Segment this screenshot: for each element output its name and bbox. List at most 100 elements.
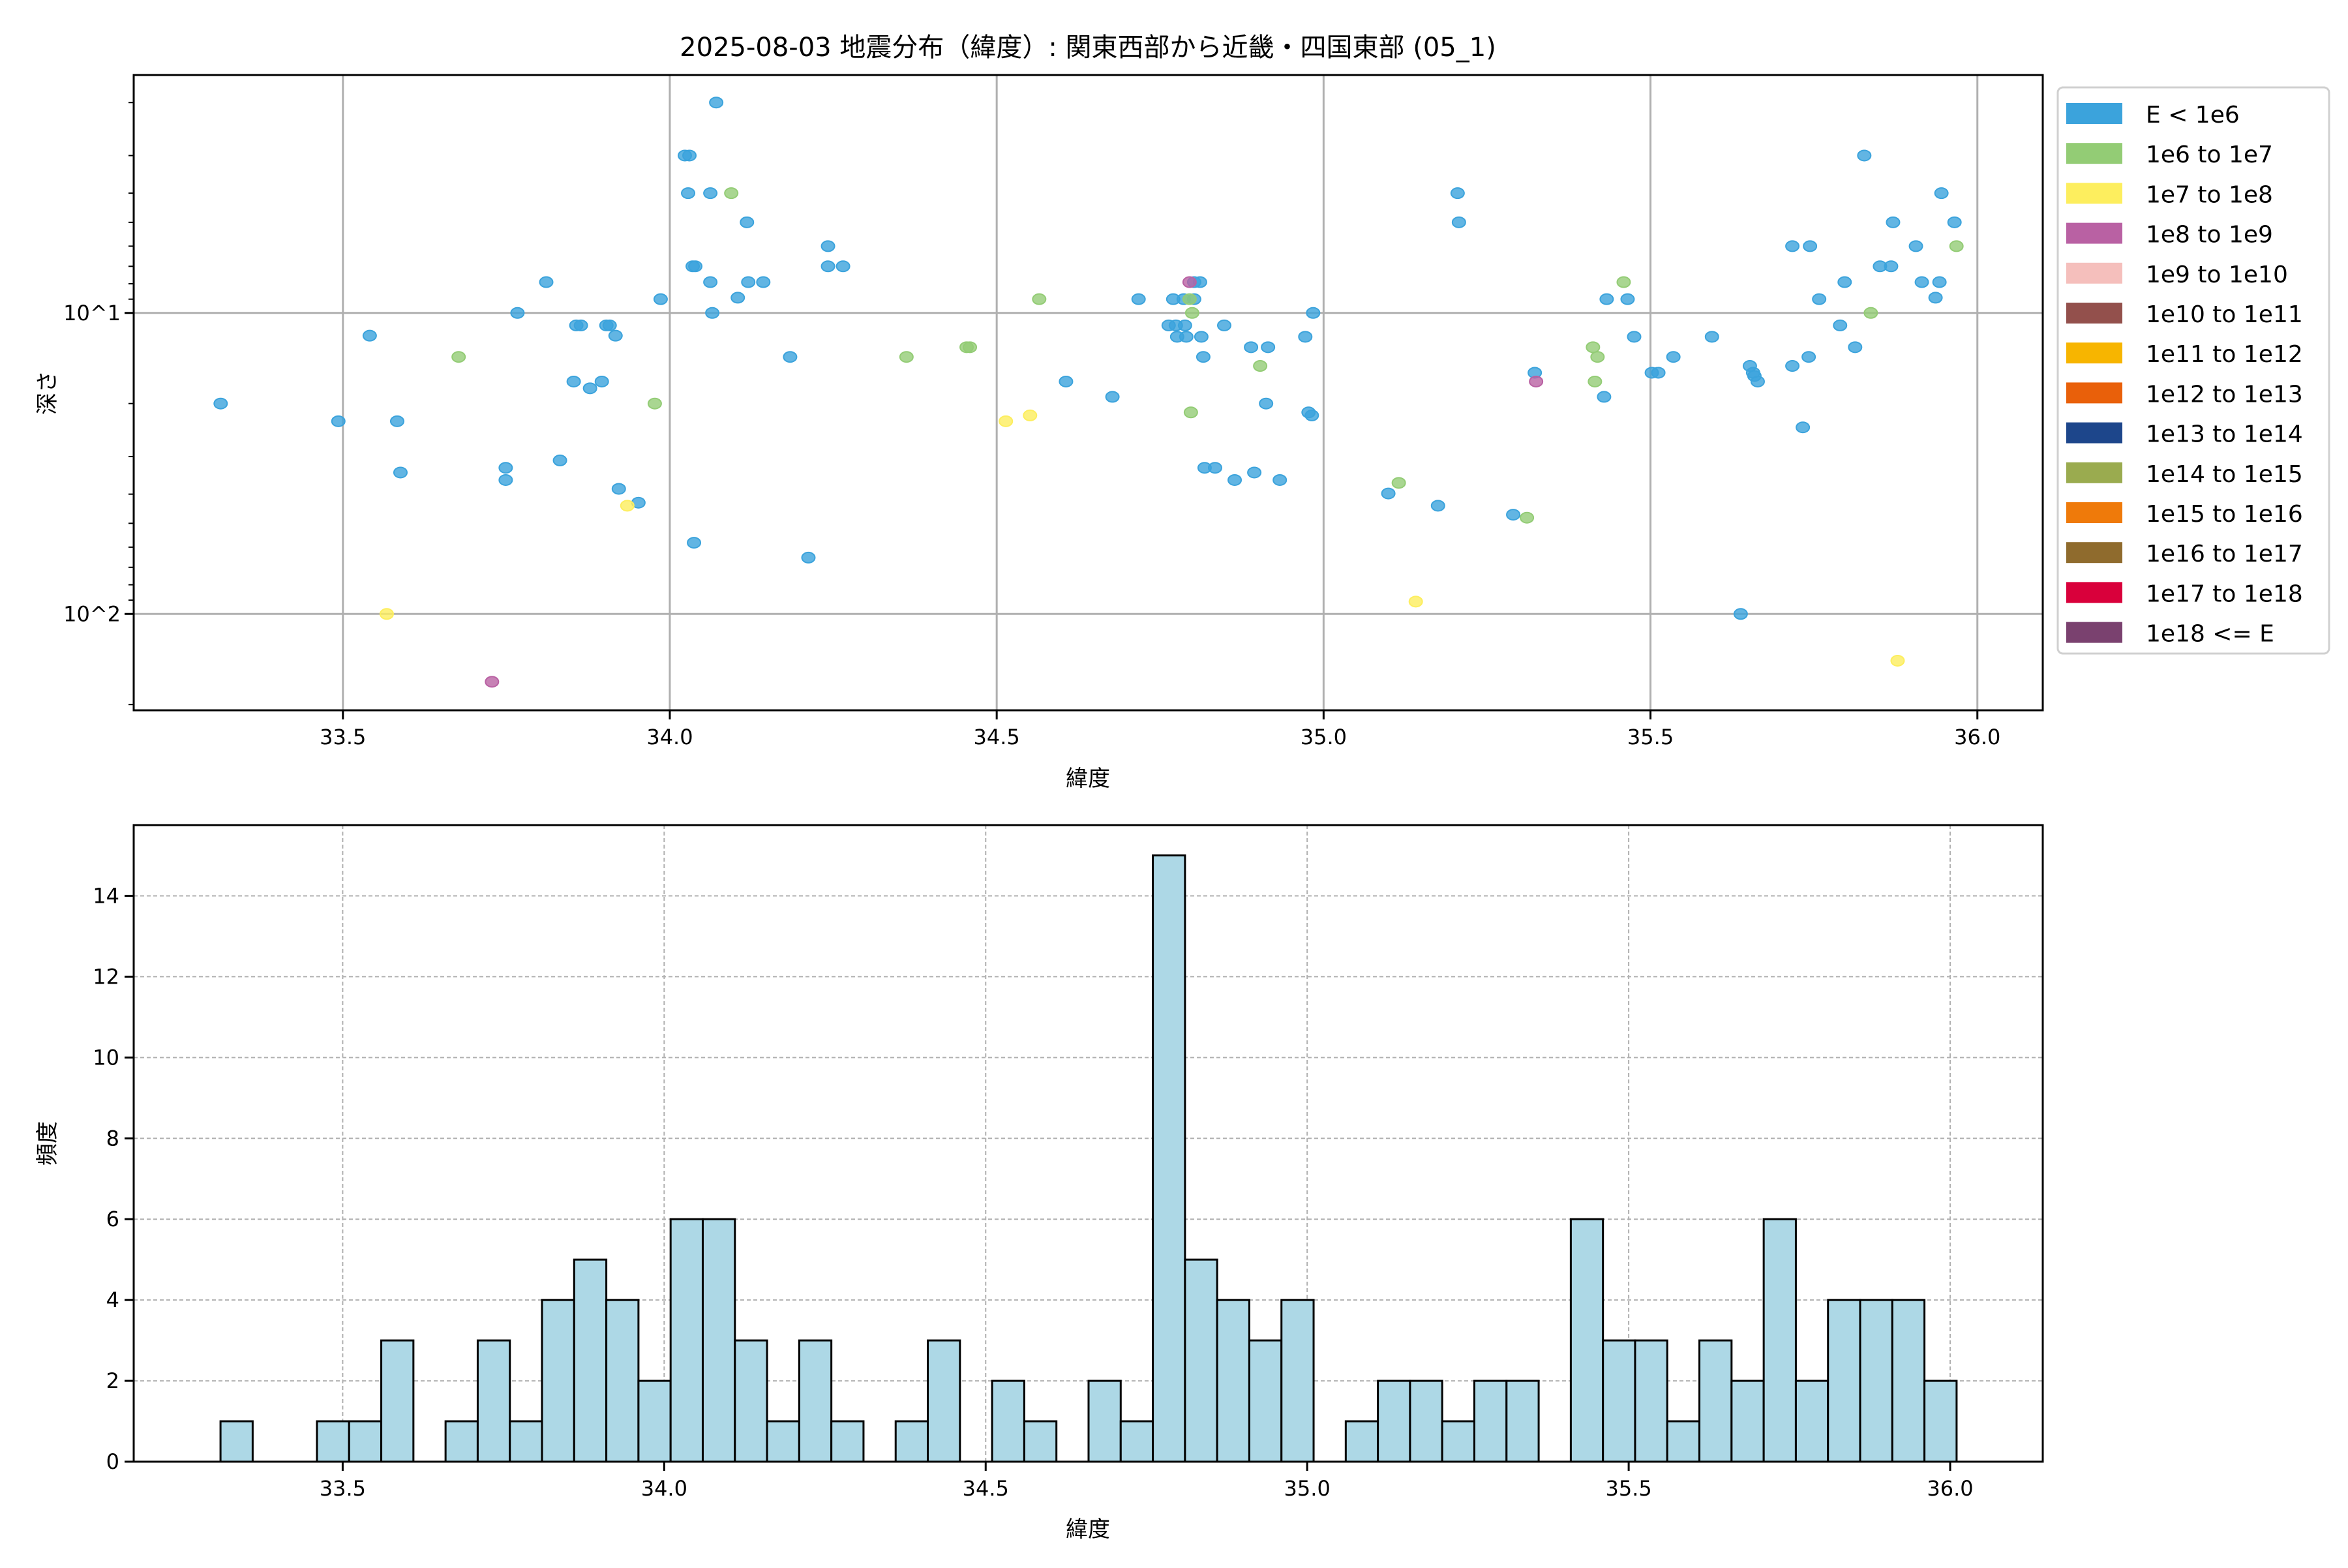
- scatter-point: [1430, 500, 1445, 512]
- scatter-point: [1848, 341, 1863, 354]
- scatter-point: [1227, 474, 1242, 486]
- legend-label: 1e6 to 1e7: [2146, 142, 2273, 168]
- scatter-point: [1627, 331, 1642, 343]
- scatter-point: [1207, 462, 1222, 474]
- scatter-point: [1391, 477, 1406, 489]
- scatter-point: [1908, 240, 1923, 252]
- legend-swatch: [2066, 422, 2122, 444]
- histogram-bar: [1762, 1218, 1797, 1463]
- histogram-bar: [637, 1380, 672, 1463]
- scatter-point: [963, 341, 978, 354]
- scatter-point: [1253, 360, 1268, 372]
- y-tick-label: 10: [93, 1045, 119, 1070]
- scatter-point: [608, 329, 623, 342]
- scatter-point: [539, 276, 554, 288]
- histogram-bar: [348, 1420, 383, 1463]
- scatter-point: [611, 483, 626, 495]
- scatter-point: [1837, 276, 1852, 288]
- histogram-bar: [380, 1339, 415, 1463]
- legend-swatch: [2066, 542, 2122, 564]
- scatter-point: [801, 551, 816, 564]
- scatter-point: [688, 260, 703, 273]
- scatter-point: [1803, 240, 1818, 252]
- scatter-point: [1182, 293, 1197, 305]
- x-tick-label: 35.0: [1284, 1476, 1331, 1501]
- scatter-point: [1177, 319, 1192, 331]
- y-tick-label: 0: [106, 1449, 119, 1474]
- scatter-point: [1244, 341, 1259, 354]
- scatter-point: [647, 397, 662, 410]
- histogram-bar: [1602, 1339, 1636, 1463]
- x-tick-label: 36.0: [1927, 1476, 1973, 1501]
- scatter-point: [1785, 240, 1800, 252]
- scatter-point: [730, 292, 745, 304]
- scatter-point: [1651, 367, 1666, 379]
- legend-swatch: [2066, 143, 2122, 164]
- scatter-point: [1597, 391, 1612, 403]
- histogram-bar: [1184, 1258, 1218, 1463]
- scatter-point: [1620, 293, 1635, 305]
- legend-label: 1e10 to 1e11: [2146, 301, 2303, 328]
- scatter-point: [1588, 375, 1603, 387]
- histogram-bar: [219, 1420, 254, 1463]
- scatter-y-label: 深さ: [35, 370, 61, 415]
- scatter-point: [485, 676, 500, 688]
- scatter-point: [703, 187, 718, 200]
- histogram-bar: [1698, 1339, 1733, 1463]
- scatter-point: [756, 276, 771, 288]
- scatter-point: [724, 187, 739, 200]
- histogram-bar: [927, 1339, 961, 1463]
- scatter-point: [213, 397, 228, 410]
- histogram-bar: [734, 1339, 768, 1463]
- scatter-point: [510, 307, 525, 319]
- legend-label: 1e8 to 1e9: [2146, 222, 2273, 249]
- legend-swatch: [2066, 462, 2122, 483]
- scatter-point: [820, 240, 835, 252]
- x-tick-label: 33.5: [320, 725, 366, 749]
- histogram-bar: [573, 1258, 608, 1463]
- legend-swatch: [2066, 382, 2122, 404]
- histogram-bar: [1344, 1420, 1379, 1463]
- histogram-bar: [1666, 1420, 1701, 1463]
- histogram-bar: [1119, 1420, 1154, 1463]
- scatter-point: [740, 216, 755, 228]
- y-tick-label: 8: [106, 1126, 119, 1151]
- scatter-point: [1599, 293, 1614, 305]
- scatter-point: [1863, 307, 1878, 319]
- scatter-point: [573, 319, 588, 331]
- histogram-bar: [541, 1299, 575, 1463]
- scatter-x-label: 緯度: [1066, 766, 1110, 792]
- legend-swatch: [2066, 262, 2122, 284]
- scatter-point: [705, 307, 720, 319]
- scatter-point: [1408, 596, 1423, 608]
- legend-label: E < 1e6: [2146, 102, 2240, 128]
- histogram-bar: [701, 1218, 736, 1463]
- scatter-point: [594, 375, 609, 387]
- scatter-point: [1914, 276, 1929, 288]
- histogram-bar: [1634, 1339, 1668, 1463]
- legend-label: 1e16 to 1e17: [2146, 541, 2303, 567]
- scatter-point: [1105, 391, 1120, 403]
- scatter-point: [1949, 240, 1964, 252]
- legend-label: 1e18 <= E: [2146, 621, 2274, 648]
- histogram-bar: [1827, 1299, 1861, 1463]
- scatter-point: [1506, 509, 1521, 521]
- legend-label: 1e13 to 1e14: [2146, 421, 2303, 448]
- scatter-point: [1890, 654, 1905, 667]
- scatter-point: [1520, 511, 1535, 524]
- histogram-bar: [605, 1299, 640, 1463]
- scatter-point: [1666, 351, 1681, 363]
- legend-label: 1e7 to 1e8: [2146, 181, 2273, 208]
- scatter-point: [331, 415, 346, 427]
- x-tick-label: 35.0: [1301, 725, 1347, 749]
- scatter-point: [1261, 341, 1276, 354]
- scatter-point: [1216, 319, 1231, 331]
- y-tick-label: 6: [106, 1207, 119, 1231]
- scatter-point: [1704, 331, 1719, 343]
- histogram-plot: 33.5 34.0 34.5 35.0 35.5 36.0 0 2 4 6 8 10 12 14: [93, 824, 2044, 1501]
- scatter-point: [1196, 351, 1211, 363]
- scatter-point: [1272, 474, 1287, 486]
- legend-swatch: [2066, 183, 2122, 204]
- scatter-point: [1259, 397, 1274, 410]
- scatter-point: [1306, 307, 1321, 319]
